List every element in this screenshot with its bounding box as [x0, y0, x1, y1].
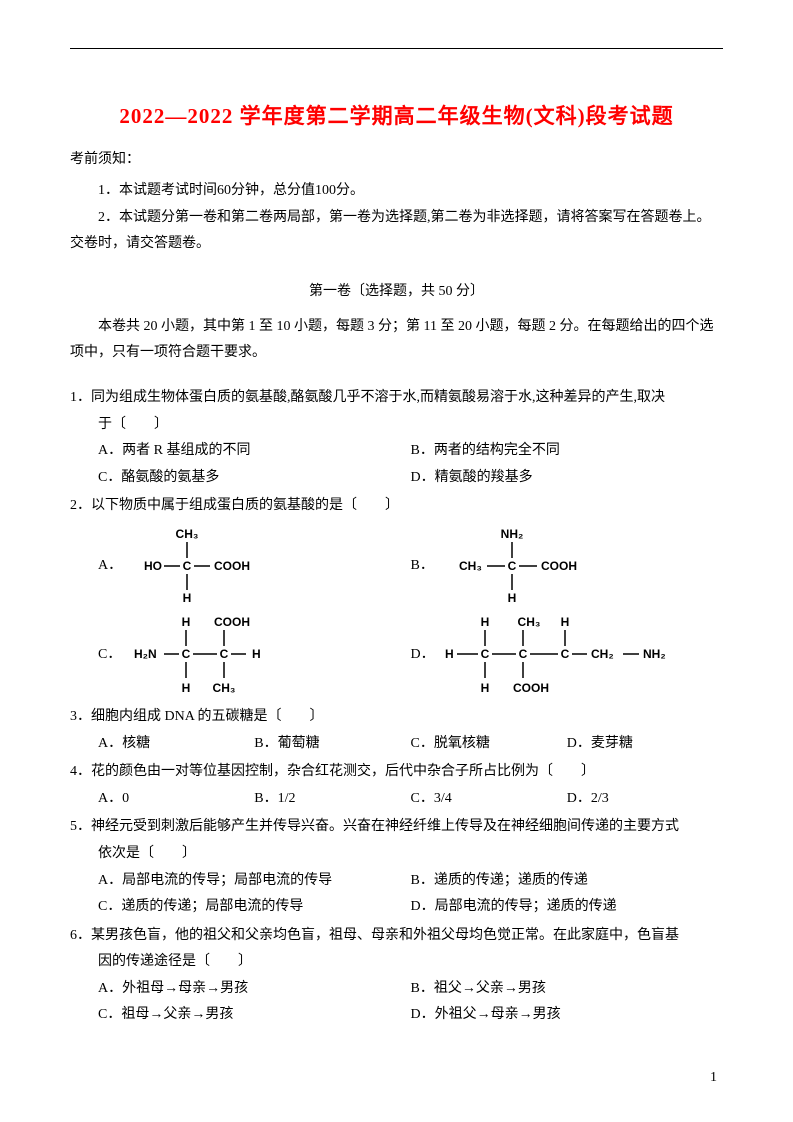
q3-stem: 3．细胞内组成 DNA 的五碳糖是〔 〕 — [70, 704, 723, 731]
q6-opt-a: A．外祖母→母亲→男孩 — [98, 976, 411, 1003]
section-1-header: 第一卷〔选择题，共 50 分〕 — [70, 280, 723, 300]
question-4: 4．花的颜色由一对等位基因控制，杂合红花测交，后代中杂合子所占比例为〔 〕 A．… — [70, 759, 723, 812]
q1-opt-d: D．精氨酸的羧基多 — [411, 465, 724, 492]
q4-opt-c: C．3/4 — [411, 786, 567, 813]
q3-opt-c: C．脱氧核糖 — [411, 731, 567, 758]
svg-text:COOH: COOH — [541, 559, 577, 573]
q1-opt-a: A．两者 R 基组成的不同 — [98, 438, 411, 465]
svg-text:H: H — [182, 615, 191, 629]
svg-text:H: H — [480, 681, 489, 695]
q6-opt-b: B．祖父→父亲→男孩 — [411, 976, 724, 1003]
intro-item-2: 2．本试题分第一卷和第二卷两局部，第一卷为选择题,第二卷为非选择题，请将答案写在… — [70, 205, 723, 258]
svg-text:COOH: COOH — [513, 681, 549, 695]
q4-opt-b: B．1/2 — [254, 786, 410, 813]
q4-stem: 4．花的颜色由一对等位基因控制，杂合红花测交，后代中杂合子所占比例为〔 〕 — [70, 759, 723, 786]
chem-structure-a: CH₃ HO C COOH H — [124, 526, 274, 606]
intro-label: 考前须知： — [70, 148, 723, 168]
q5-opt-b: B．递质的传递；递质的传递 — [411, 868, 724, 895]
svg-text:COOH: COOH — [214, 615, 250, 629]
svg-text:H: H — [445, 647, 454, 661]
chem-structure-b: NH₂ CH₃ C COOH H — [437, 526, 597, 606]
svg-text:COOH: COOH — [214, 559, 250, 573]
q5-opt-c: C．递质的传递；局部电流的传导 — [98, 894, 411, 921]
svg-text:CH₂: CH₂ — [591, 647, 614, 661]
intro-item-1: 1．本试题考试时间60分钟，总分值100分。 — [70, 178, 723, 205]
exam-title: 2022—2022 学年度第二学期高二年级生物(文科)段考试题 — [70, 100, 723, 130]
q2-opt-c-label: C． — [98, 642, 118, 669]
svg-text:H: H — [480, 615, 489, 629]
section-1-desc: 本卷共 20 小题，其中第 1 至 10 小题，每题 3 分；第 11 至 20… — [70, 314, 723, 367]
q6-stem-cont: 因的传递途径是〔 〕 — [70, 949, 723, 976]
q1-stem-cont: 于〔 〕 — [70, 412, 723, 439]
question-6: 6．某男孩色盲，他的祖父和父亲均色盲，祖母、母亲和外祖父母均色觉正常。在此家庭中… — [70, 923, 723, 1029]
q6-stem: 6．某男孩色盲，他的祖父和父亲均色盲，祖母、母亲和外祖父母均色觉正常。在此家庭中… — [70, 923, 723, 950]
svg-text:CH₃: CH₃ — [517, 615, 540, 629]
q3-opt-d: D．麦芽糖 — [567, 731, 723, 758]
q3-opt-b: B．葡萄糖 — [254, 731, 410, 758]
q3-opt-a: A．核糖 — [98, 731, 254, 758]
q6-opt-c: C．祖母→父亲→男孩 — [98, 1002, 411, 1029]
q2-opt-b-label: B． — [411, 553, 431, 580]
svg-text:C: C — [182, 647, 191, 661]
q1-stem: 1．同为组成生物体蛋白质的氨基酸,酪氨酸几乎不溶于水,而精氨酸易溶于水,这种差异… — [70, 385, 723, 412]
q5-opt-d: D．局部电流的传导；递质的传递 — [411, 894, 724, 921]
question-5: 5．神经元受到刺激后能够产生并传导兴奋。兴奋在神经纤维上传导及在神经细胞间传递的… — [70, 814, 723, 920]
svg-text:NH₂: NH₂ — [643, 647, 666, 661]
question-1: 1．同为组成生物体蛋白质的氨基酸,酪氨酸几乎不溶于水,而精氨酸易溶于水,这种差异… — [70, 385, 723, 491]
svg-text:C: C — [518, 647, 527, 661]
q4-opt-a: A．0 — [98, 786, 254, 813]
svg-text:C: C — [480, 647, 489, 661]
svg-text:C: C — [220, 647, 229, 661]
svg-text:H: H — [183, 591, 192, 605]
svg-text:CH₃: CH₃ — [176, 527, 199, 541]
svg-text:CH₃: CH₃ — [459, 559, 482, 573]
svg-text:C: C — [183, 559, 192, 573]
svg-text:CH₃: CH₃ — [213, 681, 236, 695]
chem-structure-d: H CH₃ H H C C C CH₂ NH₂ H COOH — [437, 612, 697, 698]
svg-text:H: H — [560, 615, 569, 629]
svg-text:NH₂: NH₂ — [500, 527, 523, 541]
top-rule — [70, 48, 723, 49]
q2-stem: 2．以下物质中属于组成蛋白质的氨基酸的是〔 〕 — [70, 493, 723, 520]
svg-text:H₂N: H₂N — [134, 647, 157, 661]
chem-structure-c: H COOH H₂N C C H H CH₃ — [124, 612, 324, 698]
svg-text:H: H — [182, 681, 191, 695]
svg-text:H: H — [507, 591, 516, 605]
q2-opt-a-label: A． — [98, 553, 118, 580]
q1-opt-c: C．酪氨酸的氨基多 — [98, 465, 411, 492]
question-2: 2．以下物质中属于组成蛋白质的氨基酸的是〔 〕 A． CH₃ HO C COOH… — [70, 493, 723, 698]
svg-text:C: C — [507, 559, 516, 573]
q5-opt-a: A．局部电流的传导；局部电流的传导 — [98, 868, 411, 895]
q5-stem: 5．神经元受到刺激后能够产生并传导兴奋。兴奋在神经纤维上传导及在神经细胞间传递的… — [70, 814, 723, 841]
q1-opt-b: B．两者的结构完全不同 — [411, 438, 724, 465]
svg-text:HO: HO — [144, 559, 162, 573]
q6-opt-d: D．外祖父→母亲→男孩 — [411, 1002, 724, 1029]
question-3: 3．细胞内组成 DNA 的五碳糖是〔 〕 A．核糖 B．葡萄糖 C．脱氧核糖 D… — [70, 704, 723, 757]
q2-opt-d-label: D． — [411, 642, 431, 669]
svg-text:C: C — [560, 647, 569, 661]
q5-stem-cont: 依次是〔 〕 — [70, 841, 723, 868]
svg-text:H: H — [252, 647, 261, 661]
q4-opt-d: D．2/3 — [567, 786, 723, 813]
page-number: 1 — [710, 1070, 717, 1086]
